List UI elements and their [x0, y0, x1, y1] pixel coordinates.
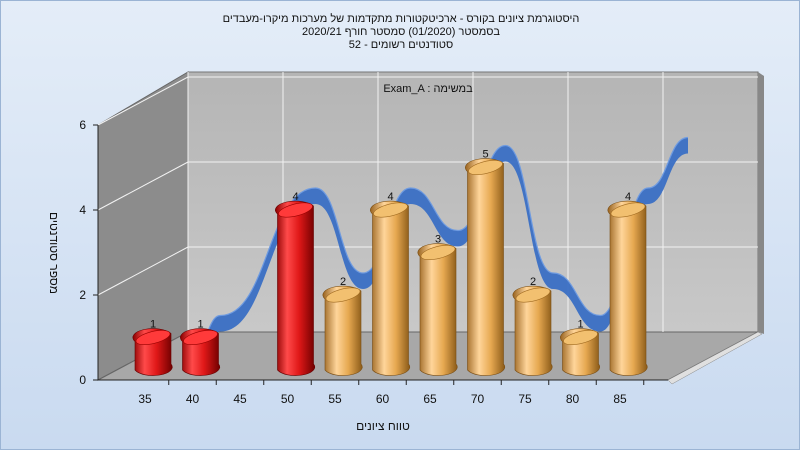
bar-cap	[325, 287, 361, 303]
bar-body	[512, 285, 553, 376]
bar-body	[465, 158, 506, 376]
y-axis-label: מספר סטודנטים	[47, 212, 61, 294]
exam-annotation: Exam_A : במשימה	[383, 83, 473, 95]
bar-value-label: 4	[292, 191, 298, 203]
bars: 1 1 4 2 4 3 5 2 1 4	[132, 149, 648, 376]
y-tick-label: 2	[79, 288, 86, 302]
bar-65: 3	[417, 234, 458, 376]
bar-value-label: 1	[197, 319, 203, 331]
chart-title-line-1: היסטוגרמת ציונים בקורס - ארכיטקטורות מתק…	[222, 13, 580, 25]
plot-back-wall-edge	[758, 72, 764, 334]
bar-cap	[373, 202, 408, 218]
bar-value-label: 1	[577, 319, 583, 331]
bar-35: 1	[132, 319, 173, 376]
bar-value-label: 3	[435, 234, 441, 246]
bar-body	[607, 200, 648, 376]
x-tick-label: 75	[518, 392, 532, 406]
bar-body	[417, 243, 458, 376]
bar-body	[322, 285, 363, 376]
x-tick-label: 65	[423, 392, 437, 406]
bar-cap	[515, 287, 551, 303]
bar-80: 1	[560, 319, 601, 376]
x-tick-label: 40	[186, 392, 200, 406]
bar-body	[370, 200, 411, 376]
bar-value-label: 1	[150, 319, 156, 331]
bar-75: 2	[512, 276, 553, 376]
grid-line-left	[97, 76, 189, 126]
bar-85: 4	[607, 191, 648, 376]
bar-55: 2	[322, 276, 363, 376]
x-tick-label: 45	[233, 392, 247, 406]
bar-value-label: 2	[530, 276, 536, 288]
grid-line-left	[97, 161, 189, 211]
x-tick-label: 70	[471, 392, 485, 406]
bar-cap	[420, 245, 456, 260]
bar-value-label: 4	[625, 191, 631, 203]
bar-70: 5	[465, 149, 506, 376]
bar-value-label: 2	[340, 276, 346, 288]
bar-body	[275, 200, 316, 376]
x-tick-label: 55	[328, 392, 342, 406]
bar-40: 1	[180, 319, 221, 376]
y-axis-ticks: 0 2 4 6	[79, 118, 98, 387]
x-axis-ticks: 35 40 45 50 55 60 65 70 75 80 85	[138, 380, 645, 406]
x-tick-label: 60	[376, 392, 390, 406]
y-tick-label: 4	[79, 203, 86, 217]
bar-60: 4	[370, 191, 411, 376]
x-tick-label: 50	[281, 392, 295, 406]
y-tick-label: 0	[79, 373, 86, 387]
chart-title-line-2: בסמסטר (01/2020) סמסטר חורף 2020/21	[301, 26, 501, 38]
chart-title-line-3: סטודנטים רשומים - 52	[348, 39, 454, 51]
bar-cap	[563, 330, 598, 345]
trend-ribbon-shape	[198, 137, 688, 357]
grid-line-left	[97, 246, 189, 296]
bar-cap	[135, 330, 171, 345]
bar-cap	[183, 330, 218, 345]
bar-cap	[278, 202, 313, 218]
x-tick-label: 80	[566, 392, 580, 406]
x-axis-label: טווח ציונים	[356, 419, 410, 433]
bar-cap	[610, 202, 646, 218]
bar-cap	[468, 160, 503, 175]
x-tick-label: 35	[138, 392, 152, 406]
x-tick-label: 85	[613, 392, 627, 406]
bar-value-label: 4	[387, 191, 393, 203]
y-tick-label: 6	[79, 118, 86, 132]
bar-value-label: 5	[482, 149, 488, 161]
plot-floor-edge	[667, 331, 763, 385]
bar-50: 4	[275, 191, 316, 376]
